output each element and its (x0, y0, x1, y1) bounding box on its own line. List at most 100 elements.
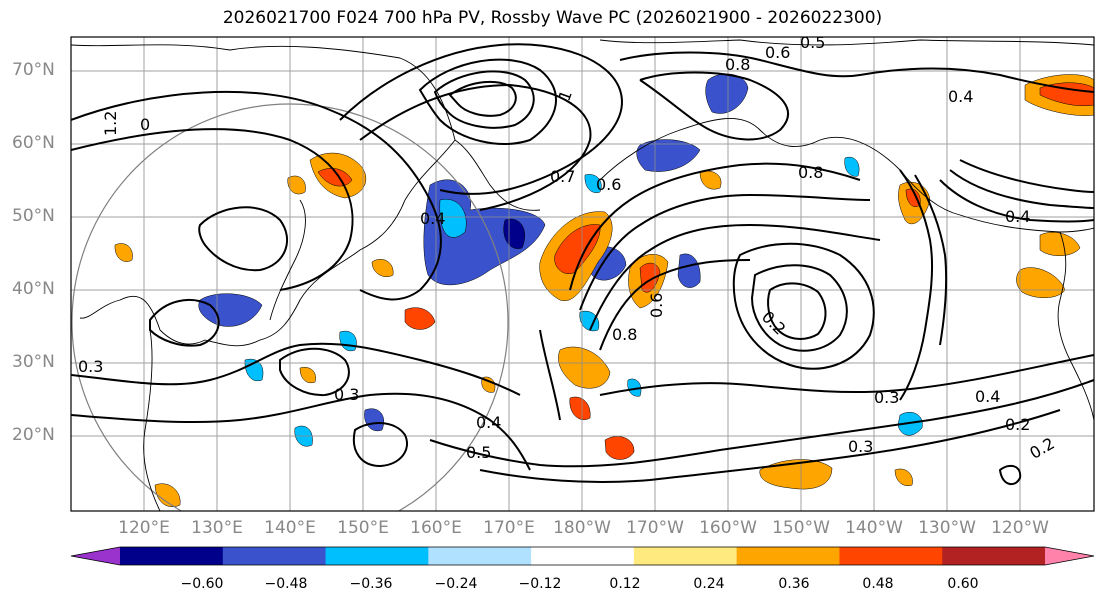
colorbar-segment (428, 547, 532, 565)
lon-label-160e: 160°E (410, 518, 462, 538)
contour-label: 0.3 (874, 388, 899, 407)
contour-label: 0.6 (596, 175, 621, 194)
lon-label-180w: 180°W (553, 518, 611, 538)
colorbar (70, 546, 1095, 566)
colorbar-tick: −0.12 (518, 576, 562, 592)
colorbar-extend-high (1045, 547, 1094, 565)
neg-anomaly-patch (677, 253, 701, 288)
contour-label: 0.3 (334, 385, 359, 404)
pos-anomaly-patch (569, 396, 591, 420)
contour-label: 0.4 (948, 87, 973, 106)
neg-anomaly-patch (198, 293, 263, 327)
contour-label: 0.8 (725, 55, 750, 74)
lon-label-170w: 170°W (626, 518, 684, 538)
pv-anomaly-shading (114, 73, 1094, 508)
contour-label: 0.2 (1005, 415, 1030, 434)
lat-label-30n: 30°N (12, 352, 55, 372)
contour-label: 0 (140, 115, 150, 134)
colorbar-segment (736, 547, 840, 565)
neg-anomaly-patch (705, 73, 749, 114)
neg-anomaly-patch (579, 310, 600, 332)
contour-label: 1.2 (101, 111, 120, 136)
contour-label: 0.8 (612, 325, 637, 344)
contour-label: 0.8 (798, 163, 823, 182)
lat-label-50n: 50°N (12, 206, 55, 226)
pos-anomaly-patch (404, 307, 436, 330)
neg-anomaly-patch (627, 378, 642, 397)
colorbar-segment (325, 547, 429, 565)
pos-anomaly-patch (558, 346, 611, 389)
pos-anomaly-patch (894, 468, 913, 486)
contour-label: 0.7 (550, 167, 575, 186)
lat-label-40n: 40°N (12, 279, 55, 299)
contour-label: 0.5 (800, 33, 825, 52)
colorbar-tick: −0.48 (264, 576, 308, 592)
pos-anomaly-patch (1016, 267, 1066, 298)
lon-label-140w: 140°W (845, 518, 903, 538)
colorbar-tick: 0.48 (862, 576, 894, 592)
neg-anomaly-patch (364, 408, 384, 432)
pos-anomaly-patch (759, 459, 833, 490)
figure-title: 2026021700 F024 700 hPa PV, Rossby Wave … (222, 8, 883, 28)
contour-label: 0.4 (476, 413, 501, 432)
colorbar-tick: 0.24 (693, 576, 725, 592)
neg-anomaly-patch (584, 174, 602, 193)
contour-label: 0.2 (1026, 434, 1058, 463)
colorbar-segment (839, 547, 943, 565)
colorbar-segment (531, 547, 635, 565)
pos-anomaly-patch (1039, 232, 1081, 256)
lon-label-140e: 140°E (264, 518, 316, 538)
pos-anomaly-patch (114, 243, 133, 262)
colorbar-outline (70, 546, 1095, 566)
lon-label-170e: 170°E (483, 518, 535, 538)
colorbar-segment (222, 547, 327, 565)
pos-anomaly-patch (154, 483, 181, 508)
neg-anomaly-patch (844, 156, 860, 177)
region-circle (71, 103, 509, 511)
map-frame (70, 36, 1095, 512)
colorbar-segment (942, 547, 1046, 565)
contour-label: 0.3 (78, 357, 103, 376)
lon-label-120w: 120°W (991, 518, 1049, 538)
colorbar-tick: 0.12 (609, 576, 641, 592)
lon-label-160w: 160°W (699, 518, 757, 538)
lat-label-70n: 70°N (12, 60, 55, 80)
lat-label-20n: 20°N (12, 425, 55, 445)
contour-label: 0.4 (975, 387, 1000, 406)
contour-label: 0.4 (420, 209, 445, 228)
colorbar-tick: −0.24 (434, 576, 478, 592)
contour-label: 0.6 (647, 293, 666, 318)
pos-anomaly-patch (317, 168, 353, 187)
lon-label-120e: 120°E (118, 518, 170, 538)
contour-label: 0.5 (466, 443, 491, 462)
colorbar-tick: 0.36 (778, 576, 810, 592)
neg-anomaly-patch (339, 330, 357, 352)
contour-label: 0.3 (848, 437, 873, 456)
pos-anomaly-patch (299, 367, 316, 384)
pos-anomaly-patch (604, 436, 635, 460)
pos-anomaly-patch (287, 175, 306, 195)
neg-anomaly-patch (636, 139, 701, 172)
colorbar-tick: 0.60 (947, 576, 979, 592)
pv-contours (71, 43, 1094, 486)
colorbar-extend-low (71, 547, 120, 565)
colorbar-segment (120, 547, 224, 565)
pos-anomaly-patch (554, 224, 601, 274)
lon-label-130w: 130°W (918, 518, 976, 538)
graticule (71, 37, 1094, 511)
colorbar-tick: −0.36 (349, 576, 393, 592)
colorbar-segment (633, 547, 738, 565)
neg-anomaly-patch (439, 198, 467, 238)
lon-label-130e: 130°E (191, 518, 243, 538)
contour-label: 0.6 (765, 43, 790, 62)
contour-label: 0.4 (1005, 207, 1030, 226)
lat-label-60n: 60°N (12, 133, 55, 153)
pos-anomaly-patch (371, 259, 394, 278)
contour-label: 1 (555, 88, 576, 104)
colorbar-tick: −0.60 (180, 576, 224, 592)
pos-anomaly-patch (699, 170, 722, 190)
coastlines (71, 39, 1094, 511)
lon-label-150e: 150°E (337, 518, 389, 538)
pos-anomaly-patch (1039, 82, 1094, 106)
